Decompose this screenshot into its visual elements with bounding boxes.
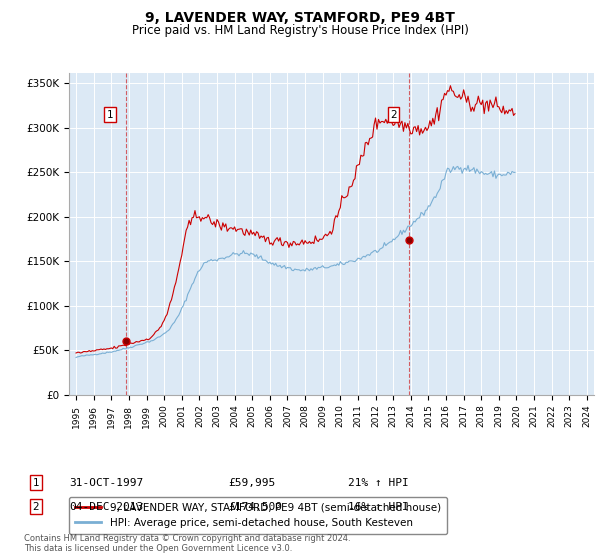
Text: 2: 2	[390, 110, 397, 120]
Text: 04-DEC-2013: 04-DEC-2013	[69, 502, 143, 512]
Text: 31-OCT-1997: 31-OCT-1997	[69, 478, 143, 488]
Text: Contains HM Land Registry data © Crown copyright and database right 2024.
This d: Contains HM Land Registry data © Crown c…	[24, 534, 350, 553]
Text: £174,500: £174,500	[228, 502, 282, 512]
Text: 1: 1	[107, 110, 113, 120]
Text: 9, LAVENDER WAY, STAMFORD, PE9 4BT: 9, LAVENDER WAY, STAMFORD, PE9 4BT	[145, 11, 455, 25]
Text: 2: 2	[32, 502, 40, 512]
Legend: 9, LAVENDER WAY, STAMFORD, PE9 4BT (semi-detached house), HPI: Average price, se: 9, LAVENDER WAY, STAMFORD, PE9 4BT (semi…	[69, 497, 447, 534]
Text: 1: 1	[32, 478, 40, 488]
Text: 16% ↑ HPI: 16% ↑ HPI	[348, 502, 409, 512]
Text: £59,995: £59,995	[228, 478, 275, 488]
Text: 21% ↑ HPI: 21% ↑ HPI	[348, 478, 409, 488]
Text: Price paid vs. HM Land Registry's House Price Index (HPI): Price paid vs. HM Land Registry's House …	[131, 24, 469, 36]
